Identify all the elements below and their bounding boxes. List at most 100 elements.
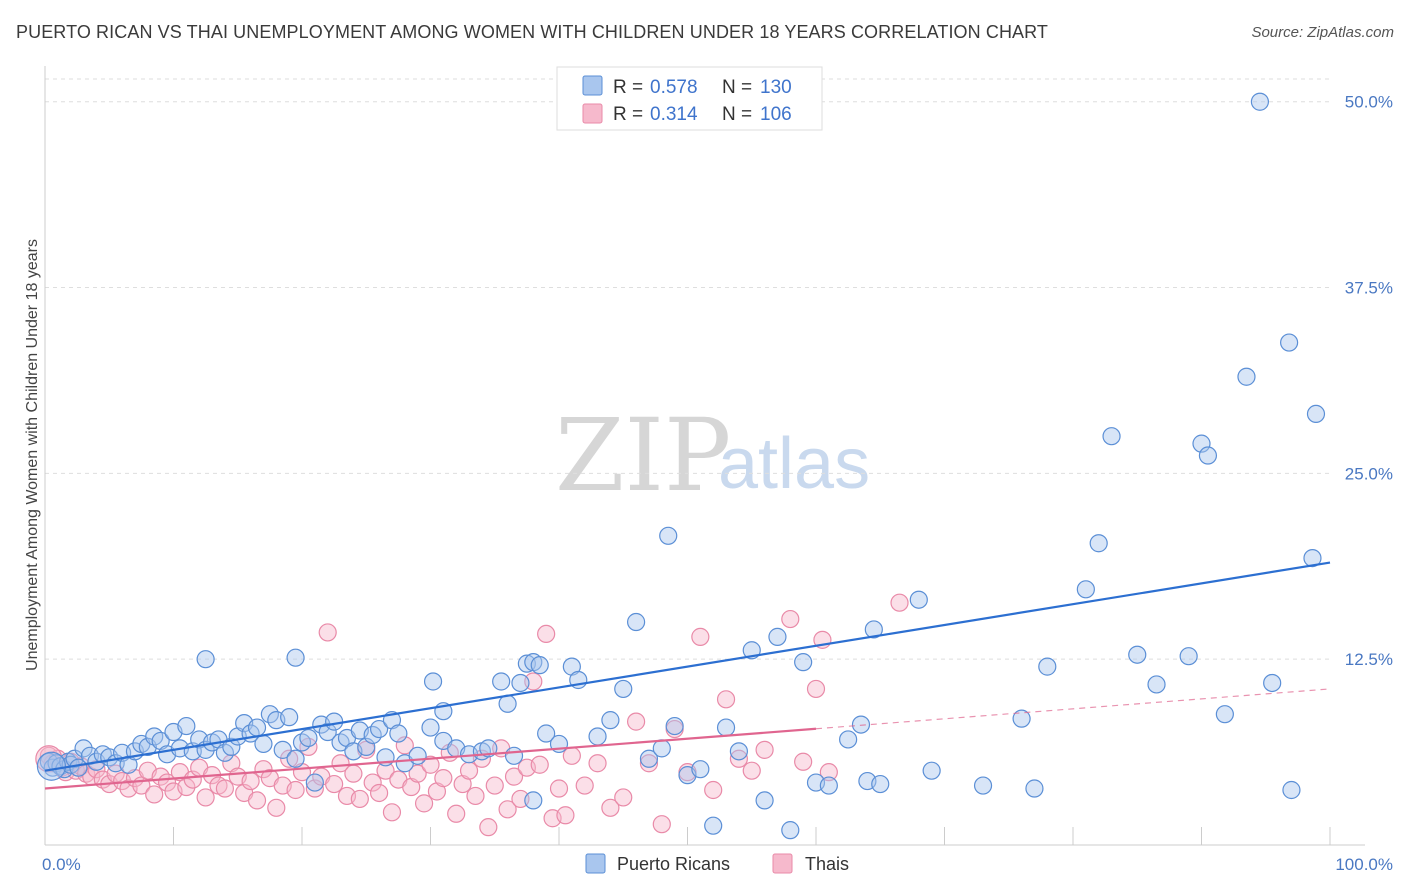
puerto-ricans-point-89	[665, 716, 684, 736]
puerto-ricans-point-91	[691, 760, 710, 779]
puerto-ricans-point-113	[1038, 657, 1057, 676]
y-tick-label-2: 37.5%	[1345, 279, 1393, 298]
series-swatch-puerto-ricans	[585, 853, 606, 874]
puerto-ricans-point-116	[1102, 427, 1121, 446]
thais-point-51	[350, 789, 369, 809]
thais-point-91	[652, 815, 671, 834]
thais-point-19	[145, 785, 164, 804]
legend-swatch-pink	[582, 103, 603, 124]
puerto-ricans-point-122	[1237, 367, 1256, 386]
puerto-ricans-point-112	[1025, 779, 1044, 798]
puerto-ricans-point-25	[177, 716, 196, 736]
puerto-ricans-points	[36, 92, 1326, 840]
puerto-ricans-point-101	[819, 776, 838, 795]
puerto-ricans-point-99	[794, 653, 813, 672]
puerto-ricans-point-36	[247, 718, 267, 737]
thais-point-75	[504, 767, 524, 786]
legend-r-value-2: 0.314	[650, 104, 698, 125]
legend-n-label-1: N =	[722, 77, 752, 98]
legend-r-label-1: R =	[613, 77, 643, 98]
puerto-ricans-point-83	[588, 727, 607, 746]
thais-point-72	[485, 776, 504, 795]
thais-point-27	[196, 788, 215, 807]
thais-point-89	[626, 712, 646, 731]
trend-lines	[44, 561, 1331, 790]
thais-point-47	[325, 774, 344, 794]
thais-point-54	[370, 783, 389, 803]
source-credit: Source: ZipAtlas.com	[1251, 24, 1394, 41]
puerto-ricans-point-37	[254, 734, 273, 754]
thais-point-69	[466, 786, 485, 806]
puerto-ricans-point-78	[504, 746, 524, 765]
puerto-ricans-point-103	[851, 715, 871, 734]
puerto-ricans-trend-line	[44, 561, 1331, 772]
puerto-ricans-point-45	[305, 773, 324, 792]
puerto-ricans-point-66	[492, 672, 511, 691]
puerto-ricans-point-7	[65, 749, 84, 768]
y-tick-labels: 12.5% 25.0% 37.5% 50.0%	[1345, 93, 1393, 669]
thais-point-99	[755, 740, 774, 759]
puerto-ricans-point-111	[1012, 709, 1031, 728]
puerto-ricans-point-121	[1198, 446, 1218, 465]
puerto-ricans-point-109	[922, 761, 941, 780]
puerto-ricans-point-119	[1179, 647, 1198, 666]
puerto-ricans-point-44	[299, 728, 318, 748]
legend-r-label-2: R =	[613, 104, 643, 125]
correlation-legend: R = 0.578 N = 130 R = 0.314 N = 106	[556, 66, 823, 131]
thais-point-86	[588, 754, 607, 773]
thais-point-105	[890, 593, 909, 612]
puerto-ricans-point-84	[601, 711, 620, 730]
grid-lines	[45, 78, 1330, 660]
legend-n-value-2: 106	[760, 104, 792, 125]
thais-point-60	[408, 764, 427, 783]
puerto-ricans-point-129	[1306, 404, 1326, 424]
thais-point-90	[639, 754, 659, 773]
puerto-ricans-point-74	[423, 672, 443, 691]
puerto-ricans-point-123	[1263, 673, 1282, 693]
puerto-ricans-point-96	[755, 791, 774, 810]
puerto-ricans-point-106	[864, 620, 883, 639]
puerto-ricans-point-98	[781, 821, 800, 840]
puerto-ricans-point-97	[768, 627, 787, 646]
thais-point-84	[562, 746, 581, 765]
thais-point-80	[537, 624, 556, 644]
y-tick-label-3: 50.0%	[1345, 93, 1393, 112]
puerto-ricans-point-92	[704, 816, 723, 835]
puerto-ricans-point-114	[1076, 580, 1095, 599]
puerto-ricans-point-127	[1280, 333, 1299, 352]
thais-point-41	[286, 780, 305, 800]
puerto-ricans-point-128	[1303, 548, 1322, 568]
series-label-thais: Thais	[805, 854, 849, 874]
x-tick-label-0: 0.0%	[42, 855, 81, 874]
thais-point-48	[331, 754, 350, 773]
puerto-ricans-point-42	[286, 749, 305, 768]
y-tick-label-0: 12.5%	[1345, 650, 1393, 669]
thais-point-87	[601, 798, 620, 817]
puerto-ricans-point-55	[370, 719, 389, 739]
thais-point-46	[318, 623, 337, 642]
puerto-ricans-point-93	[716, 718, 736, 737]
thais-point-68	[459, 761, 479, 780]
thais-point-61	[414, 794, 434, 813]
x-tick-label-1: 100.0%	[1335, 855, 1393, 874]
puerto-ricans-point-48	[325, 712, 344, 731]
puerto-ricans-point-32	[222, 737, 241, 756]
chart-title: PUERTO RICAN VS THAI UNEMPLOYMENT AMONG …	[16, 22, 1049, 42]
thais-point-62	[421, 755, 440, 774]
thais-point-34	[241, 771, 260, 791]
thais-point-95	[704, 780, 723, 800]
thais-point-88	[614, 788, 633, 807]
puerto-ricans-point-70	[196, 650, 215, 669]
puerto-ricans-point-72	[530, 656, 549, 675]
thais-point-56	[382, 803, 402, 822]
thais-point-102	[806, 679, 826, 699]
series-swatch-thais	[772, 853, 793, 874]
thais-point-98	[742, 761, 761, 780]
thais-point-94	[691, 627, 710, 646]
puerto-ricans-point-124	[1282, 780, 1301, 800]
puerto-ricans-point-105	[659, 526, 678, 545]
puerto-ricans-point-47	[318, 722, 337, 742]
puerto-ricans-point-115	[1089, 534, 1108, 553]
y-axis-label: Unemployment Among Women with Children U…	[24, 239, 41, 671]
